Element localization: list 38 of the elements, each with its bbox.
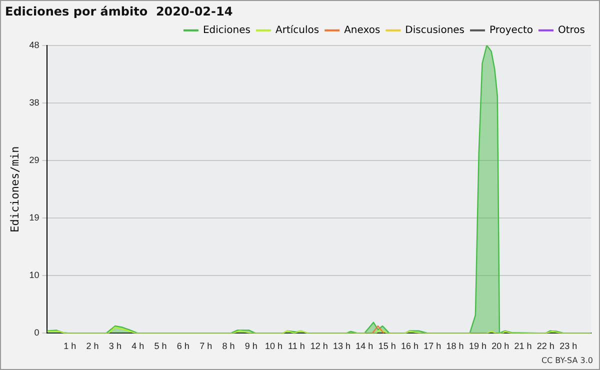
- x-tick-label: 22 h: [536, 341, 554, 352]
- x-tick-label: 18 h: [446, 341, 464, 352]
- legend-label: Otros: [558, 24, 586, 36]
- x-tick-label: 13 h: [333, 341, 351, 352]
- legend-label: Ediciones: [202, 24, 251, 36]
- y-tick-label: 10: [29, 270, 40, 280]
- x-tick-label: 20 h: [492, 341, 510, 352]
- chart-title: Ediciones por ámbito 2020-02-14: [5, 4, 233, 18]
- y-tick-label: 38: [29, 97, 40, 108]
- x-tick-label: 1 h: [64, 341, 76, 352]
- x-tick-label: 9 h: [244, 341, 258, 352]
- x-tick-label: 4 h: [132, 341, 144, 352]
- x-tick-label: 16 h: [400, 341, 419, 352]
- y-axis-title: Ediciones/min: [8, 146, 22, 232]
- y-tick-label: 48: [29, 40, 40, 50]
- x-tick-label: 21 h: [514, 341, 532, 352]
- x-tick-label: 19 h: [468, 341, 486, 352]
- text: CC BY-SA 3.0: [541, 356, 593, 366]
- x-tick-label: 17 h: [424, 341, 442, 352]
- x-tick-label: 3 h: [108, 341, 122, 352]
- x-tick-label: 14 h: [356, 341, 374, 352]
- x-tick-label: 23 h: [560, 341, 578, 352]
- x-tick-label: 8 h: [222, 341, 235, 352]
- x-tick-label: 10 h: [265, 341, 283, 352]
- x-tick-label: 7 h: [200, 341, 212, 352]
- legend-label: Anexos: [344, 24, 380, 36]
- x-tick-label: 12 h: [310, 341, 328, 352]
- legend-label: Discusiones: [405, 24, 465, 36]
- x-tick-label: 6 h: [176, 341, 190, 352]
- x-tick-label: 5 h: [154, 341, 167, 352]
- y-tick-label: 0: [34, 328, 40, 338]
- x-tick-label: 2 h: [86, 341, 99, 352]
- x-tick-label: 11 h: [288, 341, 305, 352]
- legend-label: Artículos: [276, 24, 320, 36]
- y-tick-label: 19: [29, 212, 40, 223]
- legend-label: Proyecto: [490, 24, 533, 36]
- y-tick-label: 29: [29, 155, 40, 166]
- x-tick-label: 15 h: [378, 341, 396, 352]
